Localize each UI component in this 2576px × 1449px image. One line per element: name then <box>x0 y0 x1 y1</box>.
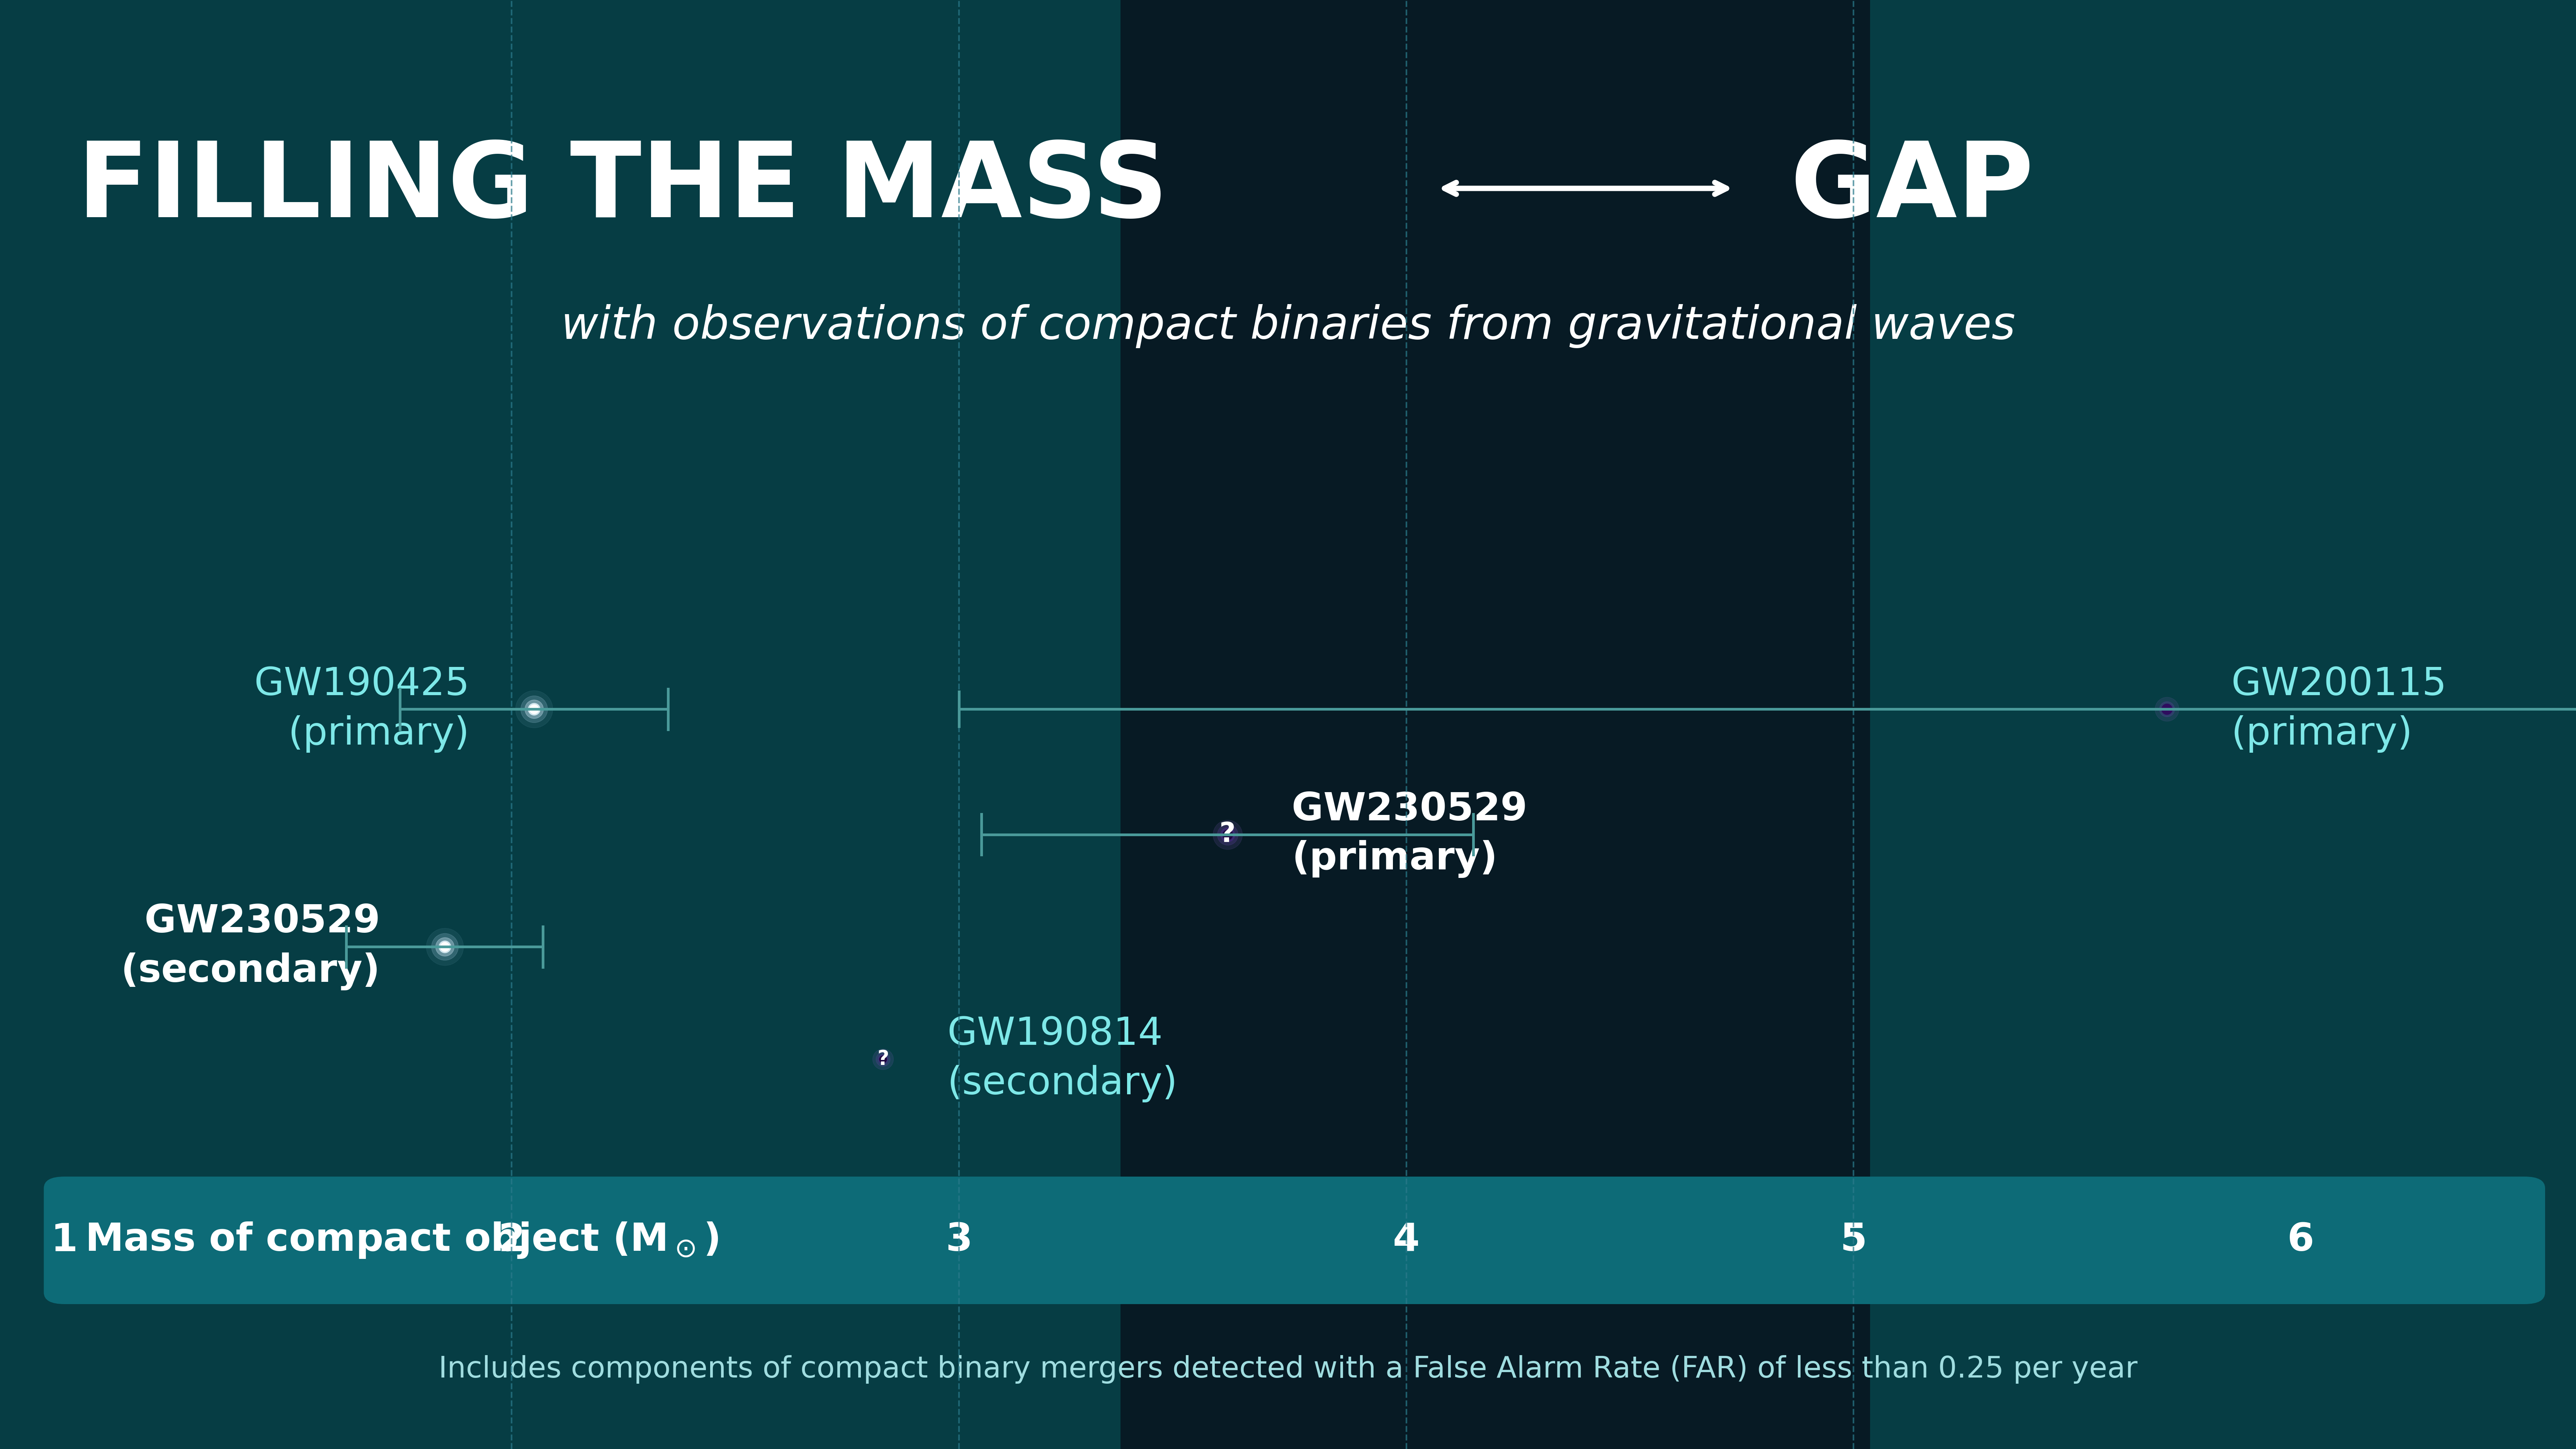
Text: GW190425
(primary): GW190425 (primary) <box>255 667 469 752</box>
Point <box>863 1048 904 1071</box>
Text: GW230529
(primary): GW230529 (primary) <box>1291 791 1528 878</box>
Point <box>425 935 466 958</box>
Text: GW230529
(secondary): GW230529 (secondary) <box>121 903 381 990</box>
Text: 4: 4 <box>1394 1222 1419 1259</box>
Point <box>2146 697 2187 720</box>
Point <box>2146 697 2187 720</box>
FancyBboxPatch shape <box>1121 0 1870 1449</box>
Point <box>425 935 466 958</box>
Point <box>863 1048 904 1071</box>
Text: Includes components of compact binary mergers detected with a False Alarm Rate (: Includes components of compact binary me… <box>438 1355 2138 1384</box>
Point <box>513 697 554 720</box>
Text: 6: 6 <box>2287 1222 2313 1259</box>
Point <box>425 935 466 958</box>
Point <box>513 697 554 720</box>
FancyBboxPatch shape <box>44 1177 2545 1304</box>
Point <box>1206 823 1247 846</box>
Text: GW200115
(primary): GW200115 (primary) <box>2231 667 2447 752</box>
Text: GAP: GAP <box>1790 138 2035 239</box>
Point <box>2146 697 2187 720</box>
Text: with observations of compact binaries from gravitational waves: with observations of compact binaries fr… <box>562 304 2014 348</box>
Text: 1: 1 <box>52 1222 77 1259</box>
Point <box>425 935 466 958</box>
Text: ?: ? <box>876 1049 889 1069</box>
Point <box>513 697 554 720</box>
Point <box>1206 823 1247 846</box>
Point <box>513 697 554 720</box>
Point <box>1206 823 1247 846</box>
Text: 2: 2 <box>497 1222 526 1259</box>
Text: 5: 5 <box>1839 1222 1868 1259</box>
Text: ?: ? <box>1218 822 1236 848</box>
Point <box>863 1048 904 1071</box>
Point <box>425 935 466 958</box>
Text: 3: 3 <box>945 1222 971 1259</box>
Point <box>863 1048 904 1071</box>
Point <box>513 697 554 720</box>
Text: GW190814
(secondary): GW190814 (secondary) <box>948 1016 1177 1103</box>
Text: FILLING THE MASS: FILLING THE MASS <box>77 138 1170 239</box>
Text: Mass of compact object (M$_\odot$): Mass of compact object (M$_\odot$) <box>85 1222 719 1259</box>
Point <box>1206 823 1247 846</box>
